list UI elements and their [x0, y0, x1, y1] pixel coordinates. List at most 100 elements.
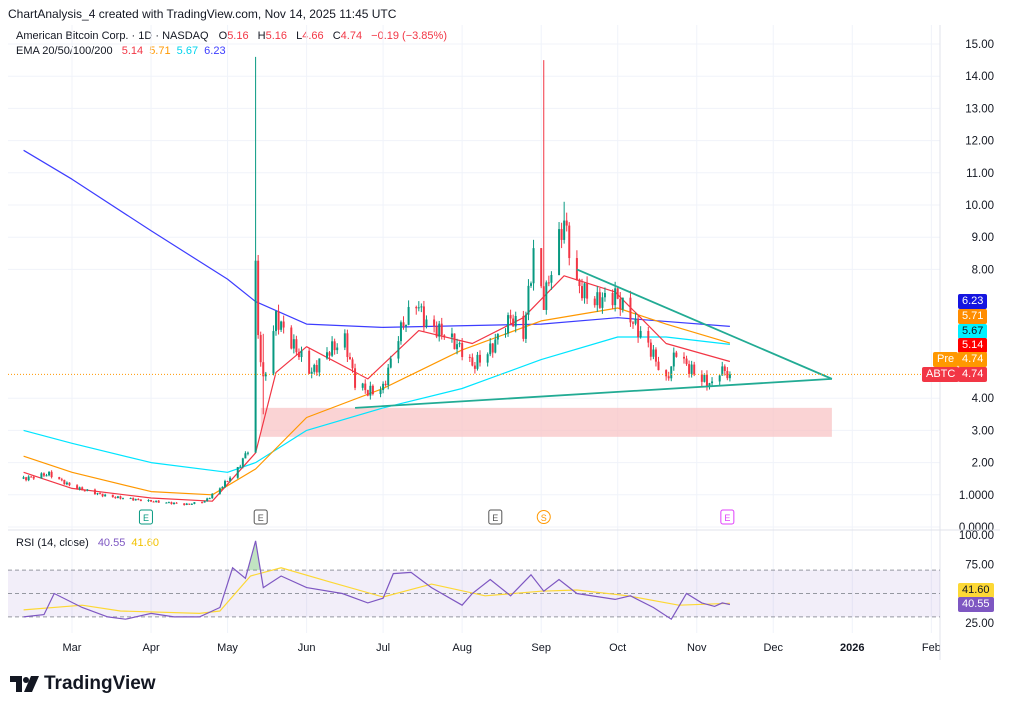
candle-body: [208, 498, 211, 500]
candle: [328, 351, 331, 361]
candle-body: [63, 479, 66, 485]
symbol-legend: American Bitcoin Corp. · 1D · NASDAQ O5.…: [16, 30, 450, 42]
ema-label: EMA 20/50/100/200: [16, 45, 113, 57]
support-zone: [260, 407, 832, 437]
candle-body: [313, 364, 316, 372]
candle-body: [40, 473, 43, 479]
candle: [175, 502, 178, 504]
candle-body: [491, 343, 494, 353]
rsi-ma-badge: 41.60: [958, 583, 994, 598]
y-tick-label: 10.00: [965, 200, 994, 212]
candle: [718, 374, 721, 386]
candle-body: [275, 311, 277, 332]
rsi-label: RSI (14, close): [16, 537, 89, 549]
candle: [387, 363, 390, 390]
y-tick-label: 9.00: [972, 232, 994, 244]
candle: [254, 56, 257, 453]
candle: [629, 290, 632, 327]
candle-body: [440, 323, 443, 336]
candle-body: [101, 493, 104, 497]
candle: [300, 346, 303, 362]
candle: [310, 367, 313, 379]
candle: [193, 502, 196, 505]
candle-body: [507, 315, 510, 334]
candle-body: [453, 333, 456, 350]
candle: [63, 479, 66, 485]
rsi-legend[interactable]: RSI (14, close) 40.55 41.60: [16, 537, 162, 549]
candle-body: [387, 367, 390, 386]
candle: [596, 286, 599, 312]
candle-body: [601, 297, 604, 308]
candle: [318, 358, 321, 377]
tradingview-logo[interactable]: TradingView: [10, 673, 156, 695]
triangle-upper-trendline: [576, 268, 833, 380]
candle: [239, 464, 242, 468]
split-icon: [536, 510, 551, 524]
candle: [693, 361, 696, 377]
candle-body: [670, 366, 673, 379]
candle-body: [425, 319, 428, 327]
ema-line-200: [23, 149, 730, 328]
earnings-icon: [253, 509, 268, 525]
candle-body: [331, 341, 334, 356]
candle: [458, 341, 461, 348]
candle: [78, 486, 81, 491]
candle: [547, 275, 550, 287]
candle-body: [415, 306, 418, 309]
candle-body: [616, 288, 619, 299]
event-marker-label: E: [258, 513, 264, 523]
candle: [173, 502, 175, 505]
candle: [30, 475, 33, 478]
candle-body: [45, 475, 48, 477]
candle: [407, 300, 410, 326]
candle: [593, 296, 596, 308]
candle-body: [407, 306, 410, 325]
candle: [405, 324, 408, 333]
candle-body: [688, 364, 691, 374]
candle-body: [458, 343, 461, 345]
candle-body: [272, 331, 275, 374]
candle: [83, 489, 86, 492]
candle-body: [473, 365, 476, 369]
candle: [581, 278, 583, 301]
candle-body: [443, 335, 446, 338]
open-label: O: [218, 30, 228, 42]
candle: [292, 334, 295, 354]
x-tick-label: Sep: [531, 642, 551, 654]
candle-body: [134, 499, 137, 501]
candle-body: [333, 341, 336, 351]
candle-body: [78, 487, 81, 490]
candle: [45, 473, 48, 477]
candle: [379, 386, 382, 398]
symbol-title[interactable]: American Bitcoin Corp. · 1D · NASDAQ: [16, 30, 209, 42]
candle: [68, 482, 71, 487]
candle: [361, 382, 364, 391]
candle-body: [652, 349, 655, 357]
candle-body: [726, 370, 729, 379]
x-tick-label: Nov: [687, 642, 707, 654]
candle: [397, 336, 400, 364]
candle-body: [402, 322, 405, 327]
candle: [134, 498, 137, 501]
candle-body: [496, 334, 499, 340]
candle-body: [116, 496, 119, 499]
ema-legend[interactable]: EMA 20/50/100/200 5.14 5.71 5.67 6.23: [16, 45, 229, 57]
x-tick-label: Jul: [376, 642, 390, 654]
candle: [343, 329, 346, 351]
candle: [101, 493, 104, 498]
candle-body: [167, 502, 170, 504]
candle-body: [568, 225, 571, 259]
candle-body: [221, 486, 224, 489]
candle: [563, 201, 566, 244]
rsi-badge: 40.55: [958, 597, 994, 612]
candle-body: [42, 473, 45, 476]
candle-body: [384, 383, 387, 386]
candle: [315, 360, 318, 376]
candle: [550, 271, 553, 290]
candle-body: [259, 335, 262, 363]
candle: [119, 495, 122, 500]
candle-body: [512, 318, 515, 327]
candle: [295, 335, 298, 356]
candle: [58, 476, 61, 480]
